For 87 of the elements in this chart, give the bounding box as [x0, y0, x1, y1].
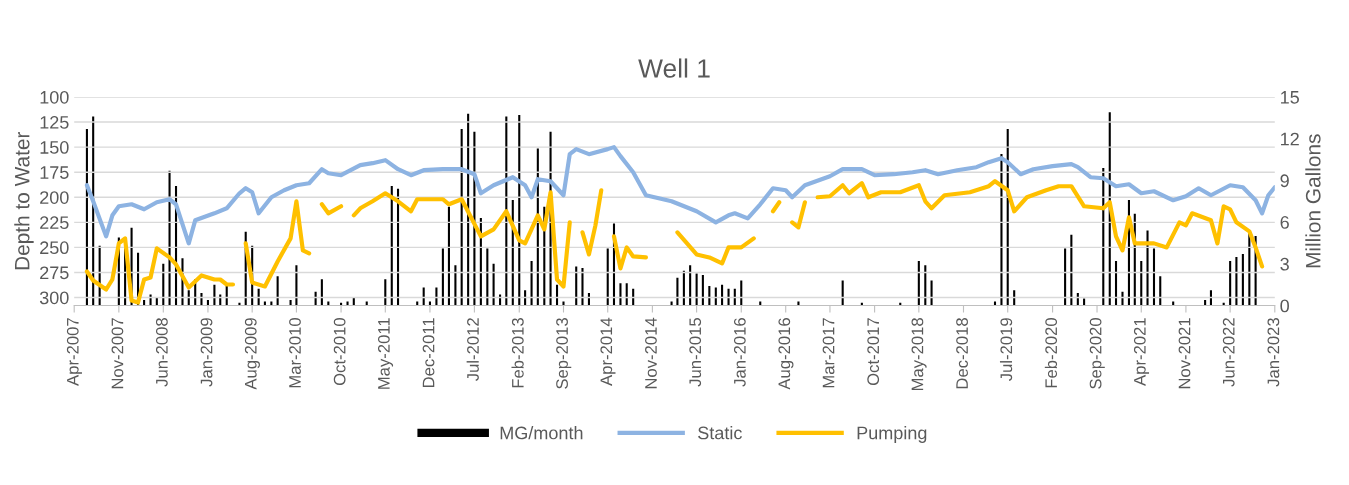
y2-tick-label: 3: [1280, 257, 1289, 271]
bar: [320, 279, 323, 306]
bar: [447, 206, 450, 306]
bar: [917, 261, 920, 306]
bar: [676, 277, 679, 306]
bar: [701, 274, 704, 306]
x-tick-label: Oct-2017: [867, 318, 880, 386]
x-tick-label: Oct-2010: [333, 318, 346, 386]
x-tick-label: Aug-2016: [778, 318, 794, 390]
x-tick-label: Dec-2011: [422, 318, 435, 388]
x-tick-label: Feb-2020: [1044, 318, 1058, 388]
x-tick-label: Mar-2010: [289, 318, 301, 388]
y2-tick-label: 15: [1281, 91, 1299, 104]
legend-label: Static: [698, 426, 742, 440]
bar: [1152, 248, 1156, 306]
bar: [384, 279, 387, 306]
bar: [1146, 230, 1149, 306]
bar: [200, 293, 203, 306]
x-tick-label: Jun-2022: [1222, 318, 1235, 387]
x-tick-label: Apr-2021: [1133, 318, 1150, 386]
x-tick-label: May-2011: [377, 318, 394, 389]
x-tick-label: Jun-2015: [689, 318, 702, 387]
y-tick-label: 175: [40, 166, 69, 179]
bar: [486, 248, 489, 306]
legend-label: Pumping: [857, 426, 927, 443]
bar: [689, 265, 692, 306]
y2-tick-label: 6: [1280, 216, 1289, 229]
x-tick-label: Aug-2009: [244, 318, 260, 390]
bar: [606, 248, 609, 306]
x-tick-label: Feb-2013: [511, 318, 524, 388]
x-tick-label: Sep-2020: [1089, 318, 1105, 389]
y2-axis-title: Million Gallons: [1305, 134, 1321, 268]
bar: [581, 268, 584, 306]
y-tick-label: 250: [40, 241, 69, 255]
y2-tick-label: 0: [1280, 299, 1289, 313]
line-series: [84, 145, 1275, 246]
bar: [1241, 254, 1244, 306]
x-tick-label: Nov-2007: [111, 318, 124, 389]
y2-tick-label: 9: [1280, 174, 1289, 188]
bar: [1229, 261, 1232, 306]
x-tick-label: Dec-2018: [956, 318, 968, 389]
y-axis-title: Depth to Water: [14, 131, 34, 270]
bar: [924, 265, 927, 306]
bar: [727, 288, 730, 306]
legend-label: MG/month: [500, 426, 583, 440]
bar: [441, 248, 444, 306]
x-tick-label: Jul-2019: [999, 318, 1013, 382]
bar: [1070, 234, 1073, 306]
y-tick-label: 125: [40, 116, 69, 129]
bar: [530, 261, 533, 306]
x-tick-label: Nov-2021: [1178, 318, 1191, 389]
bar: [1064, 248, 1067, 306]
x-tick-label: Jan-2009: [200, 318, 213, 387]
x-tick-label: Jun-2008: [155, 318, 168, 387]
y-tick-label: 275: [40, 266, 69, 280]
x-tick-label: Jan-2023: [1267, 318, 1280, 387]
bar: [162, 263, 165, 306]
bar: [454, 265, 457, 306]
y-tick-label: 300: [39, 291, 69, 305]
bar: [562, 301, 565, 306]
bar: [695, 273, 698, 306]
bar: [1140, 261, 1143, 306]
bar: [625, 283, 628, 306]
x-tick-label: May-2018: [911, 318, 927, 391]
y-tick-label: 150: [40, 141, 69, 154]
bar: [492, 263, 495, 306]
y-tick-label: 100: [40, 90, 69, 104]
bar: [1235, 256, 1238, 306]
y2-tick-label: 12: [1281, 132, 1299, 146]
bar: [1000, 154, 1003, 306]
bar: [1121, 291, 1124, 306]
x-tick-label: Jan-2016: [733, 318, 746, 387]
bar: [619, 283, 622, 306]
x-tick-label: Apr-2007: [66, 318, 82, 386]
x-tick-label: Mar-2017: [822, 318, 835, 388]
y-tick-label: 200: [40, 191, 69, 204]
bar: [1159, 276, 1162, 306]
bar: [346, 301, 349, 306]
x-tick-label: Apr-2014: [600, 317, 616, 386]
y-tick-label: 225: [40, 216, 69, 230]
bar: [276, 276, 279, 306]
chart-title: Well 1: [638, 58, 710, 78]
x-tick-label: Sep-2013: [556, 318, 572, 389]
bar: [1114, 261, 1118, 306]
x-tick-label: Nov-2014: [645, 317, 657, 389]
x-tick-label: Jul-2012: [466, 318, 479, 382]
bar: [295, 265, 298, 306]
